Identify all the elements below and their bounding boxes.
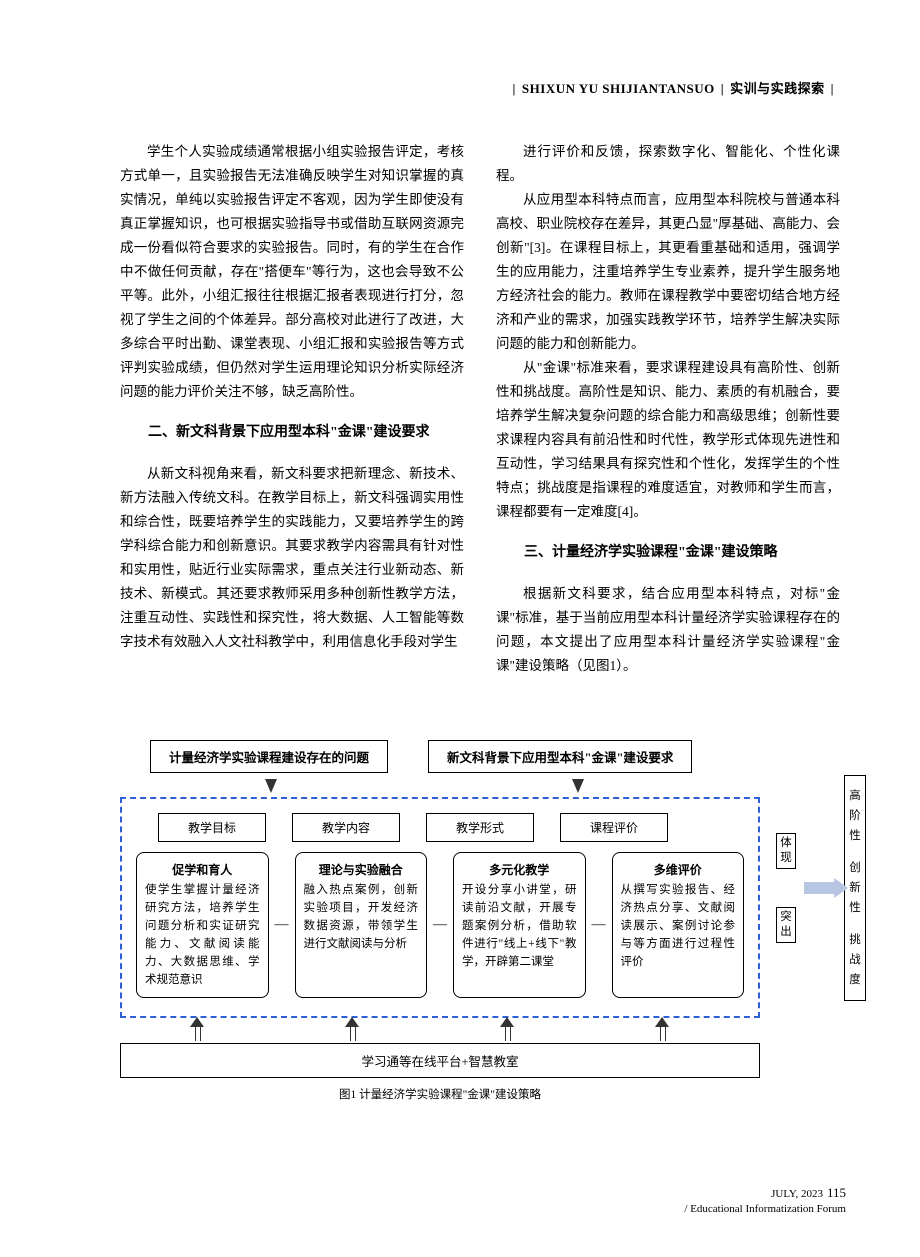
arrow-up-icon bbox=[347, 1017, 357, 1041]
footer-date: JULY, 2023 bbox=[771, 1188, 823, 1200]
up-arrows-row bbox=[120, 1017, 840, 1041]
card-goal: 促学和育人 使学生掌握计量经济研究方法，培养学生问题分析和实证研究能力、文献阅读… bbox=[136, 852, 269, 998]
top-box-problems: 计量经济学实验课程建设存在的问题 bbox=[150, 740, 388, 773]
label-eval: 课程评价 bbox=[560, 813, 668, 842]
column-left: 学生个人实验成绩通常根据小组实验报告评定，考核方式单一，且实验报告无法准确反映学… bbox=[120, 140, 464, 678]
side-panel: 体现 突出 高阶性 创新性 挑战度 bbox=[776, 803, 866, 973]
arrow-up-icon bbox=[192, 1017, 202, 1041]
dash-connector: — bbox=[592, 917, 606, 933]
label-row: 教学目标 教学内容 教学形式 课程评价 bbox=[158, 813, 744, 842]
column-right: 进行评价和反馈，探索数字化、智能化、个性化课程。 从应用型本科特点而言，应用型本… bbox=[496, 140, 840, 678]
col2-p2: 从应用型本科特点而言，应用型本科院校与普通本科高校、职业院校存在差异，其更凸显"… bbox=[496, 188, 840, 356]
running-header: |SHIXUN YU SHIJIANTANSUO|实训与实践探索| bbox=[507, 78, 840, 97]
quality-higher: 高阶性 bbox=[849, 786, 861, 846]
col1-p2: 从新文科视角来看，新文科要求把新理念、新技术、新方法融入传统文科。在教学目标上，… bbox=[120, 462, 464, 654]
card-body: 从撰写实验报告、经济热点分享、文献阅读展示、案例讨论参与等方面进行过程性评价 bbox=[621, 881, 736, 971]
down-arrows-row bbox=[120, 779, 840, 793]
section-heading-3: 三、计量经济学实验课程"金课"建设策略 bbox=[496, 542, 840, 564]
col1-p1: 学生个人实验成绩通常根据小组实验报告评定，考核方式单一，且实验报告无法准确反映学… bbox=[120, 140, 464, 404]
arrow-right-icon bbox=[804, 882, 836, 894]
col2-p3: 从"金课"标准来看，要求课程建设具有高阶性、创新性和挑战度。高阶性是知识、能力、… bbox=[496, 356, 840, 524]
dash-connector: — bbox=[275, 917, 289, 933]
label-form: 教学形式 bbox=[426, 813, 534, 842]
card-title: 多维评价 bbox=[621, 861, 736, 879]
side-mini-col: 体现 突出 bbox=[776, 833, 796, 943]
card-content: 理论与实验融合 融入热点案例，创新实验项目，开发经济数据资源，带领学生进行文献阅… bbox=[295, 852, 428, 998]
body-columns: 学生个人实验成绩通常根据小组实验报告评定，考核方式单一，且实验报告无法准确反映学… bbox=[120, 140, 840, 678]
label-goal: 教学目标 bbox=[158, 813, 266, 842]
diagram-top-row: 计量经济学实验课程建设存在的问题 新文科背景下应用型本科"金课"建设要求 bbox=[150, 740, 840, 773]
card-eval: 多维评价 从撰写实验报告、经济热点分享、文献阅读展示、案例讨论参与等方面进行过程… bbox=[612, 852, 745, 998]
col2-p1: 进行评价和反馈，探索数字化、智能化、个性化课程。 bbox=[496, 140, 840, 188]
quality-innovative: 创新性 bbox=[849, 858, 861, 918]
top-box-requirements: 新文科背景下应用型本科"金课"建设要求 bbox=[428, 740, 692, 773]
card-body: 融入热点案例，创新实验项目，开发经济数据资源，带领学生进行文献阅读与分析 bbox=[304, 881, 419, 953]
section-heading-2: 二、新文科背景下应用型本科"金课"建设要求 bbox=[120, 422, 464, 444]
col2-p4: 根据新文科要求，结合应用型本科特点，对标"金课"标准，基于当前应用型本科计量经济… bbox=[496, 582, 840, 678]
mini-box-embody: 体现 bbox=[776, 833, 796, 869]
page-number: 115 bbox=[827, 1185, 846, 1200]
card-form: 多元化教学 开设分享小讲堂，研读前沿文献，开展专题案例分析，借助软件进行"线上+… bbox=[453, 852, 586, 998]
header-zh: 实训与实践探索 bbox=[730, 81, 825, 96]
dash-connector: — bbox=[433, 917, 447, 933]
card-title: 理论与实验融合 bbox=[304, 861, 419, 879]
figure-caption: 图1 计量经济学实验课程"金课"建设策略 bbox=[120, 1086, 760, 1102]
platform-box: 学习通等在线平台+智慧教室 bbox=[120, 1043, 760, 1078]
arrow-up-icon bbox=[657, 1017, 667, 1041]
quality-challenge: 挑战度 bbox=[849, 930, 861, 990]
arrow-down-icon bbox=[265, 779, 277, 793]
mini-box-highlight: 突出 bbox=[776, 907, 796, 943]
arrow-up-icon bbox=[502, 1017, 512, 1041]
label-content: 教学内容 bbox=[292, 813, 400, 842]
card-body: 使学生掌握计量经济研究方法，培养学生问题分析和实证研究能力、文献阅读能力、大数据… bbox=[145, 881, 260, 989]
page-footer: JULY, 2023 115 / Educational Informatizat… bbox=[684, 1185, 846, 1217]
strategy-dashed-box: 教学目标 教学内容 教学形式 课程评价 促学和育人 使学生掌握计量经济研究方法，… bbox=[120, 797, 760, 1018]
figure-1: 计量经济学实验课程建设存在的问题 新文科背景下应用型本科"金课"建设要求 教学目… bbox=[120, 740, 840, 1110]
header-pinyin: SHIXUN YU SHIJIANTANSUO bbox=[522, 81, 715, 96]
arrow-down-icon bbox=[572, 779, 584, 793]
card-row: 促学和育人 使学生掌握计量经济研究方法，培养学生问题分析和实证研究能力、文献阅读… bbox=[136, 852, 744, 998]
footer-journal: / Educational Informatization Forum bbox=[684, 1202, 846, 1217]
card-title: 多元化教学 bbox=[462, 861, 577, 879]
card-title: 促学和育人 bbox=[145, 861, 260, 879]
card-body: 开设分享小讲堂，研读前沿文献，开展专题案例分析，借助软件进行"线上+线下"教学，… bbox=[462, 881, 577, 971]
